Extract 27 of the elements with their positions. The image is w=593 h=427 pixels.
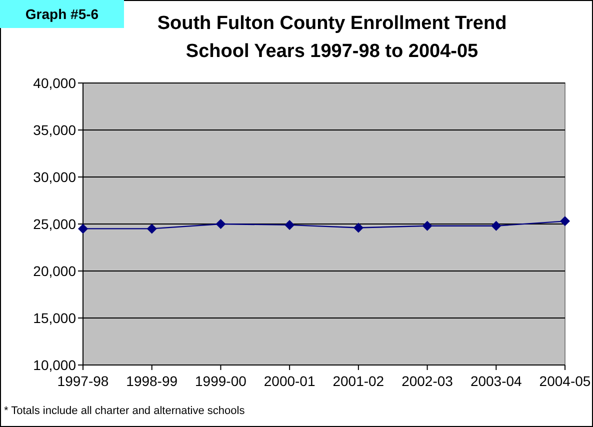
text: * Totals include all charter and alternative schools <box>4 405 246 417</box>
text: Graph #5-6 <box>25 6 99 22</box>
x-tick-label: 1999-00 <box>195 373 247 389</box>
x-tick-label: 2004-05 <box>539 373 591 389</box>
y-tick-label: 40,000 <box>33 75 76 91</box>
x-tick-label: 2002-03 <box>402 373 454 389</box>
point <box>422 220 432 231</box>
y-tick-label: 30,000 <box>33 169 76 185</box>
y-tick-label: 35,000 <box>33 122 76 138</box>
point <box>146 224 157 234</box>
x-tick-label: 2003-04 <box>470 373 522 389</box>
point <box>284 220 295 230</box>
x-tick-label: 1997-98 <box>57 373 109 389</box>
point <box>353 222 364 233</box>
x-tick-label: 2000-01 <box>264 373 316 389</box>
y-tick-label: 15,000 <box>33 310 76 326</box>
y-tick-label: 20,000 <box>33 263 76 279</box>
chart-subtitle: School Years 1997-98 to 2004-05 <box>186 41 479 62</box>
y-tick-label: 10,000 <box>33 357 76 373</box>
y-tick-label: 25,000 <box>33 216 76 232</box>
point <box>78 224 88 234</box>
point <box>560 216 570 226</box>
point <box>216 219 226 229</box>
point <box>491 220 502 231</box>
chart-title: South Fulton County Enrollment Trend <box>157 13 507 34</box>
x-tick-label: 1998-99 <box>126 373 178 389</box>
x-tick-label: 2001-02 <box>332 373 384 389</box>
